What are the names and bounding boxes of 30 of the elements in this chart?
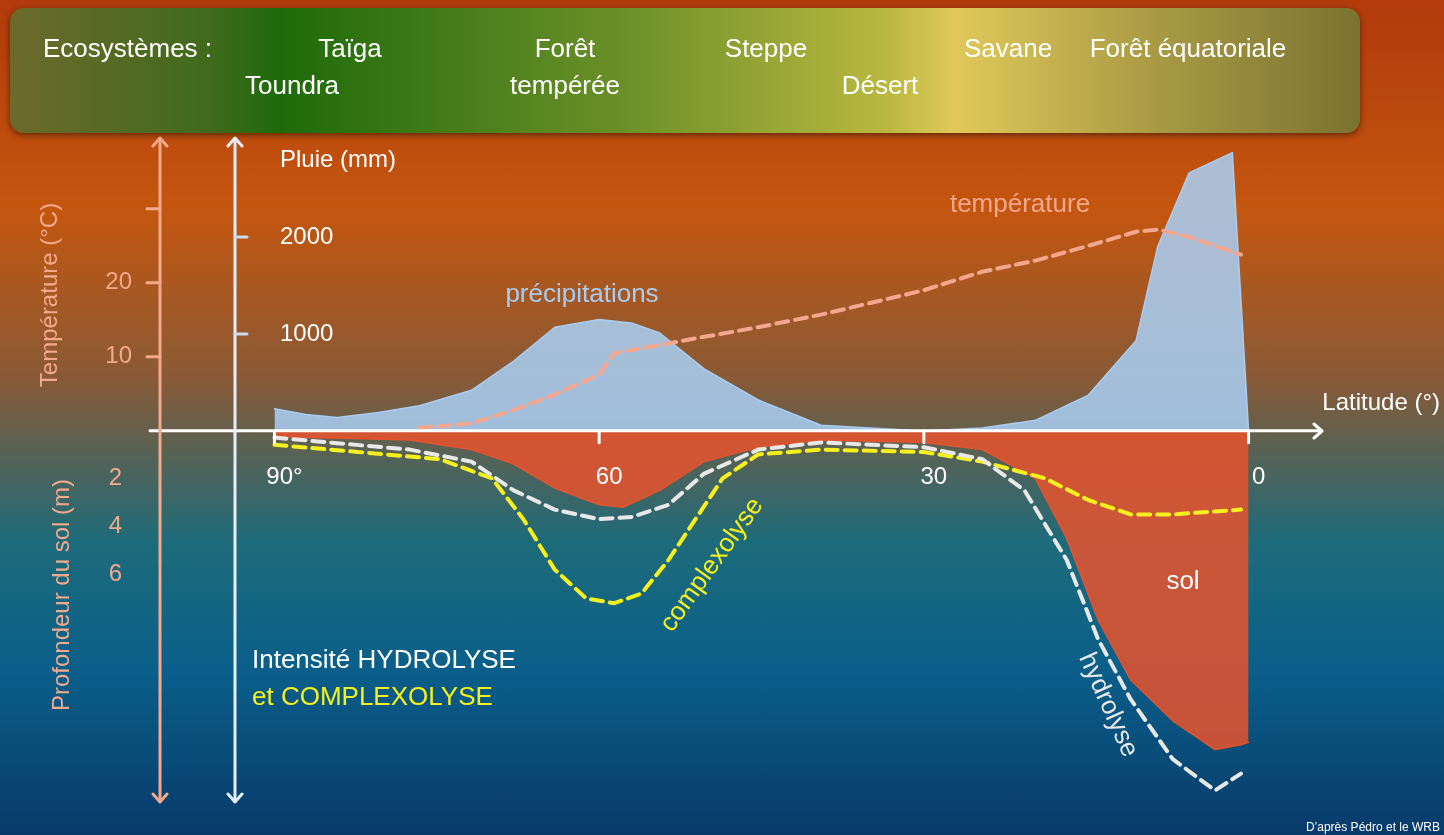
- text: Forêt équatoriale: [1088, 32, 1288, 65]
- y2-tick-label: 2000: [280, 221, 334, 249]
- text: Taïga: [317, 32, 383, 65]
- text: Désert: [840, 69, 920, 102]
- text: Savane: [963, 33, 1053, 63]
- y-axis-title: Température (°C): [34, 202, 62, 388]
- x-axis-title: Latitude (°): [1322, 388, 1440, 416]
- text: D’après Pédro et le WRB: [1305, 820, 1440, 835]
- y3-tick-label: 2: [108, 463, 122, 491]
- y3-axis-title: Profondeur du sol (m): [46, 478, 74, 712]
- y2-axis-title: Pluie (mm): [280, 144, 397, 172]
- x-tick-label: 0: [1251, 462, 1266, 490]
- text: Toundra: [244, 69, 340, 102]
- y3-tick-label: 4: [108, 511, 122, 539]
- y2-tick-label: 1000: [280, 318, 334, 346]
- y3-tick-label: 6: [108, 559, 122, 587]
- x-tick-label: 90°: [266, 462, 303, 490]
- y-tick-label: 10: [105, 341, 132, 369]
- x-tick-label: 30: [920, 462, 948, 490]
- x-tick-label: 60: [595, 462, 623, 490]
- text: Ecosystèmes :: [43, 32, 213, 65]
- annotation: et COMPLEXOLYSE: [252, 681, 493, 712]
- text: Forêt tempérée: [509, 32, 621, 102]
- annotation: Intensité HYDROLYSE: [252, 644, 516, 675]
- line-series: [417, 227, 1243, 430]
- series-label: précipitations: [505, 278, 659, 309]
- y-tick-label: 20: [105, 267, 132, 295]
- series-label: température: [949, 188, 1091, 219]
- series-label: sol: [1166, 565, 1200, 596]
- text: Steppe: [723, 32, 809, 65]
